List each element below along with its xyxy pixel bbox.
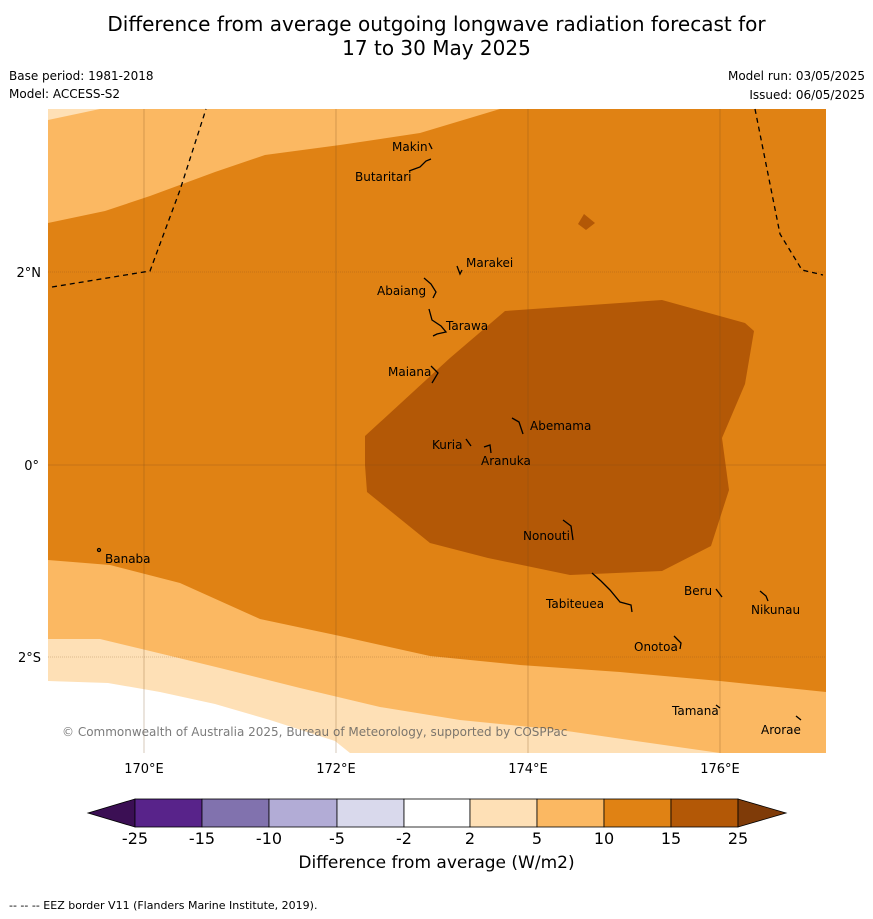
colorbar-tick-label: 5 bbox=[532, 829, 542, 848]
colorbar-tick-label: 10 bbox=[594, 829, 614, 848]
place-label: Banaba bbox=[105, 552, 151, 566]
place-label: Tabiteuea bbox=[545, 597, 604, 611]
colorbar-segment bbox=[469, 798, 538, 828]
place-label: Maiana bbox=[388, 365, 431, 379]
colorbar-segment bbox=[403, 798, 471, 828]
band-top-2-5 bbox=[48, 109, 100, 120]
colorbar-title: Difference from average (W/m2) bbox=[298, 853, 575, 873]
base-period: Base period: 1981-2018 bbox=[9, 69, 154, 83]
issued-date: Issued: 06/05/2025 bbox=[749, 88, 865, 102]
colorbar-segment bbox=[670, 798, 739, 828]
colorbar-tick-label: -2 bbox=[396, 829, 412, 848]
page-title: Difference from average outgoing longwav… bbox=[0, 12, 873, 60]
place-label: Arorae bbox=[761, 723, 801, 737]
lon-tick-label: 176°E bbox=[700, 762, 740, 777]
band-15-25-main bbox=[365, 300, 754, 575]
colorbar: -25 -15 -10 -5 -2 2 5 10 15 25 bbox=[86, 798, 788, 848]
band-bottom-white bbox=[48, 681, 350, 753]
eez-border bbox=[51, 108, 824, 288]
colorbar-tick-label: 25 bbox=[728, 829, 748, 848]
place-label: Abaiang bbox=[377, 284, 426, 298]
colorbar-tick-label: -15 bbox=[189, 829, 215, 848]
place-label: Tarawa bbox=[445, 319, 488, 333]
lon-tick-label: 170°E bbox=[124, 762, 164, 777]
copyright-notice: © Commonwealth of Australia 2025, Bureau… bbox=[62, 725, 567, 739]
graticule bbox=[48, 109, 826, 753]
place-label: Kuria bbox=[432, 438, 463, 452]
place-label: Nikunau bbox=[751, 603, 800, 617]
place-label: Marakei bbox=[466, 256, 513, 270]
lon-tick-label: 172°E bbox=[316, 762, 356, 777]
title-line-2: 17 to 30 May 2025 bbox=[342, 36, 531, 60]
colorbar-segment bbox=[336, 798, 405, 828]
place-labels: Makin Butaritari Marakei Abaiang Tarawa … bbox=[105, 140, 801, 737]
model-name: Model: ACCESS-S2 bbox=[9, 87, 121, 101]
colorbar-tick-label: -5 bbox=[329, 829, 345, 848]
axis-labels: 170°E 172°E 174°E 176°E 2°N 0° 2°S bbox=[17, 266, 740, 777]
colorbar-tick-label: 15 bbox=[661, 829, 681, 848]
colorbar-segment bbox=[603, 798, 672, 828]
colorbar-ticks: -25 -15 -10 -5 -2 2 5 10 15 25 bbox=[122, 829, 748, 848]
colorbar-tick-label: -10 bbox=[256, 829, 282, 848]
band-top-5-10 bbox=[48, 109, 500, 223]
colorbar-extend-high bbox=[737, 798, 788, 828]
colorbar-extend-low bbox=[86, 798, 136, 828]
island-outlines bbox=[96, 142, 802, 721]
place-label: Abemama bbox=[530, 419, 591, 433]
colorbar-segment bbox=[201, 798, 270, 828]
lon-tick-label: 174°E bbox=[508, 762, 548, 777]
colorbar-segment bbox=[134, 798, 203, 828]
place-label: Butaritari bbox=[355, 170, 412, 184]
band-15-25-small bbox=[578, 214, 595, 230]
place-label: Nonouti bbox=[523, 529, 570, 543]
colorbar-segment bbox=[536, 798, 605, 828]
colorbar-tick-label: 2 bbox=[465, 829, 475, 848]
place-label: Beru bbox=[684, 584, 712, 598]
lat-tick-label: 2°N bbox=[17, 266, 42, 281]
colorbar-tick-label: -25 bbox=[122, 829, 148, 848]
place-label: Makin bbox=[392, 140, 428, 154]
eez-footnote: -- -- -- EEZ border V11 (Flanders Marine… bbox=[9, 899, 318, 912]
map-panel: Makin Butaritari Marakei Abaiang Tarawa … bbox=[48, 108, 826, 753]
place-label: Tamana bbox=[671, 704, 719, 718]
lat-tick-label: 0° bbox=[24, 459, 39, 474]
model-run: Model run: 03/05/2025 bbox=[727, 69, 865, 83]
colorbar-segment bbox=[268, 798, 338, 828]
place-label: Onotoa bbox=[634, 640, 678, 654]
title-line-1: Difference from average outgoing longwav… bbox=[107, 12, 766, 36]
lat-tick-label: 2°S bbox=[18, 651, 41, 666]
place-label: Aranuka bbox=[481, 454, 531, 468]
